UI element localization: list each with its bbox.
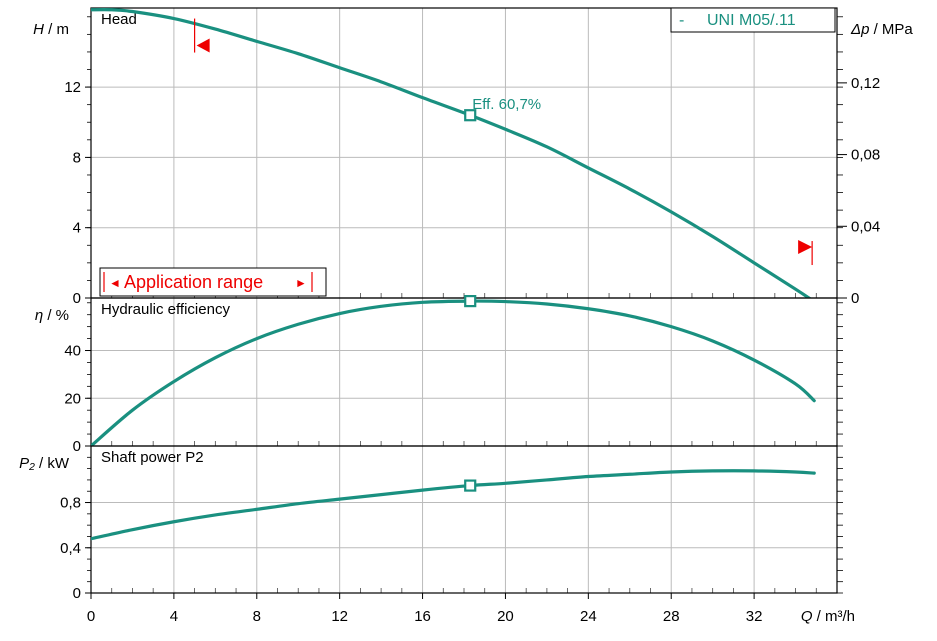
y-axis-label: H / m	[33, 21, 69, 38]
x-tick-label: 16	[414, 608, 431, 625]
y-axis-unit: / kW	[35, 455, 70, 472]
x-tick-label: 8	[253, 608, 261, 625]
y-axis-unit: / %	[43, 307, 69, 324]
legend-swatch: -	[679, 12, 684, 29]
y-axis-label: η / %	[35, 307, 69, 324]
right-tick-label: 0,08	[851, 147, 880, 164]
right-tick-label: 0,12	[851, 75, 880, 92]
x-tick-label: 32	[746, 608, 763, 625]
y-tick-label: 12	[64, 79, 81, 96]
panel-frame	[90, 297, 838, 447]
x-tick-label: 24	[580, 608, 597, 625]
panel-frame	[90, 7, 838, 299]
y-axis-unit: / m	[44, 21, 69, 38]
grid-lines	[111, 8, 838, 593]
y-tick-label: 0,8	[60, 495, 81, 512]
legend-entry: UNI M05/.11	[707, 12, 796, 29]
range-start-arrow	[196, 38, 210, 53]
y-tick-label: 4	[73, 220, 81, 237]
duty-point-marker	[464, 295, 477, 308]
x-tick-label: 28	[663, 608, 680, 625]
x-tick-label: 12	[331, 608, 348, 625]
x-tick-label: 0	[87, 608, 95, 625]
x-axis-variable: Q	[801, 608, 813, 625]
x-tick-label: 4	[170, 608, 178, 625]
x-axis-unit: / m³/h	[812, 608, 855, 625]
panel-title: Hydraulic efficiency	[101, 301, 230, 318]
application-range-box	[99, 267, 327, 297]
y-tick-label: 0	[73, 438, 81, 455]
panel-title: Shaft power P2	[101, 449, 204, 466]
duty-point-marker	[464, 479, 477, 492]
y-axis-label: P₂ / kW	[19, 455, 70, 472]
panel-power: 0 0,4 0,8 P₂ / kW Shaft power P2 0 4 8 12 16 20 24 2…	[19, 445, 855, 625]
y-axis-variable: H	[33, 21, 44, 38]
panel-efficiency: 0 20 40 η / % Hydraulic efficiency	[35, 295, 843, 455]
legend-box	[670, 7, 836, 33]
y-tick-label: 40	[64, 343, 81, 360]
duty-point-marker	[464, 109, 477, 122]
y-tick-label: 0	[73, 290, 81, 307]
panel-title: Head	[101, 11, 137, 28]
legend: - UNI M05/.11	[670, 7, 836, 33]
series-line	[91, 8, 812, 298]
y-tick-label: 8	[73, 149, 81, 166]
y-tick-label: 0	[73, 585, 81, 602]
efficiency-annotation: Eff. 60,7%	[472, 96, 541, 113]
right-axis-label: Δp / MPa	[850, 21, 913, 38]
y-tick-label: 0,4	[60, 540, 81, 557]
right-axis-variable: Δp	[850, 21, 869, 38]
range-label-left-glyph: ◄	[109, 276, 121, 290]
series-line	[91, 299, 816, 446]
x-tick-label: 20	[497, 608, 514, 625]
right-axis-unit: / MPa	[869, 21, 913, 38]
x-axis-label: Q / m³/h	[801, 608, 855, 625]
y-axis-variable: P₂	[19, 455, 35, 472]
range-label-right-glyph: ►	[295, 276, 307, 290]
panel-head: 0 4 8 12 0 0,04 0,08 0,12 H / m Δp / MPa Head Eff. …	[33, 7, 913, 307]
right-tick-label: 0	[851, 290, 859, 307]
application-range-label: Application range	[124, 272, 263, 292]
y-axis-variable: η	[35, 307, 43, 324]
range-end-arrow	[798, 240, 813, 255]
panel-frame	[90, 445, 838, 594]
y-tick-label: 20	[64, 390, 81, 407]
right-tick-label: 0,04	[851, 218, 880, 235]
series-line	[91, 469, 816, 541]
